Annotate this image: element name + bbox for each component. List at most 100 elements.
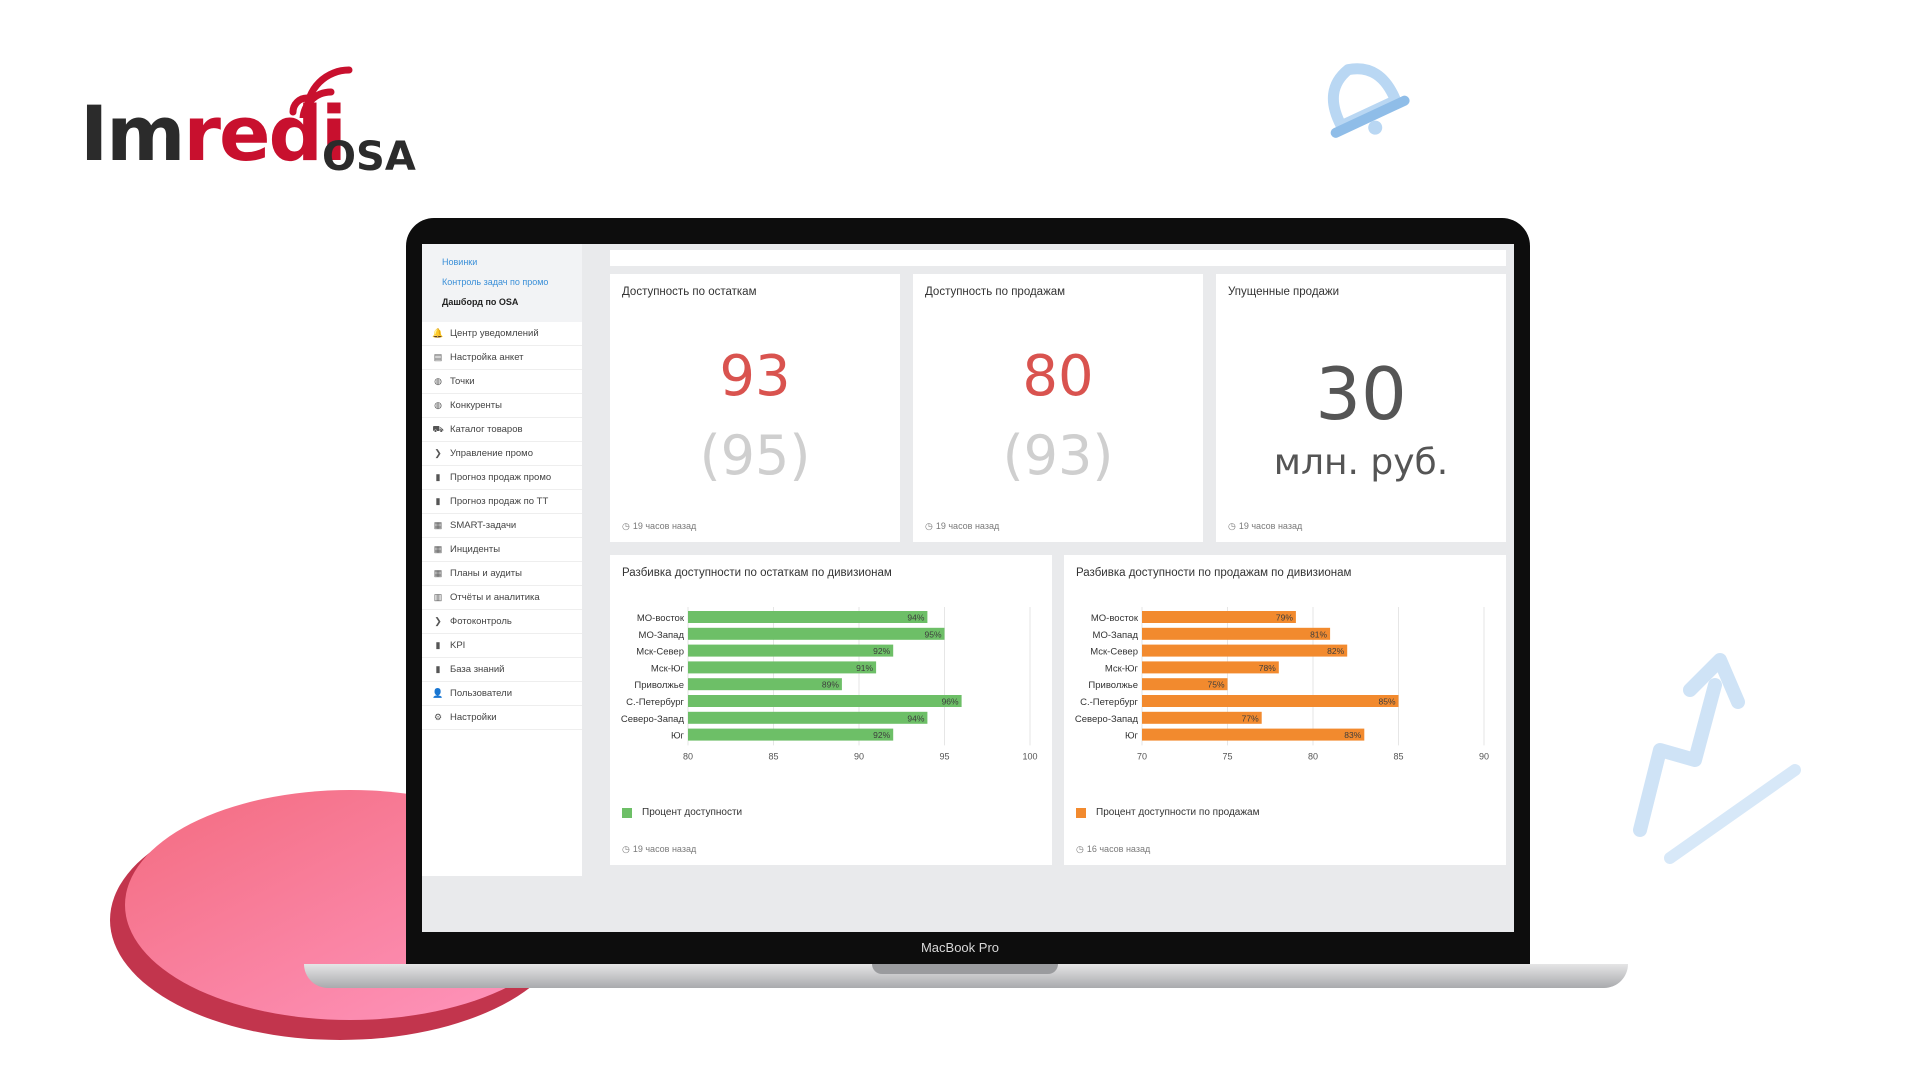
category-label: МО-Запад <box>639 630 685 641</box>
sidebar-item[interactable]: ❯ Управление промо <box>422 442 582 466</box>
logo-wordmark: Imredi <box>80 89 347 178</box>
calendar-icon: ▦ <box>433 568 443 578</box>
sidebar-item[interactable]: ⚙ Настройки <box>422 706 582 730</box>
x-tick-label: 100 <box>1022 751 1037 761</box>
bar-chart-icon: ▮ <box>435 640 441 650</box>
top-bar <box>610 250 1506 266</box>
sidebar-item[interactable]: ▮ KPI <box>422 634 582 658</box>
sidebar-item[interactable]: ⛟ Каталог товаров <box>422 418 582 442</box>
sidebar-link-promo-control[interactable]: Контроль задач по промо <box>442 277 549 287</box>
bar <box>688 728 894 741</box>
bar-data-label: 94% <box>907 713 924 723</box>
sidebar-item[interactable]: ▦ SMART-задачи <box>422 514 582 538</box>
category-label: С.-Петербург <box>1080 697 1138 708</box>
logo-suffix: OSA <box>322 134 416 180</box>
sidebar-item[interactable]: 🔔 Центр уведомлений <box>422 322 582 346</box>
sidebar-item-label: Настройка анкет <box>450 352 524 363</box>
sidebar-item[interactable]: ▤ Настройка анкет <box>422 346 582 370</box>
sidebar-item[interactable]: ◍ Конкуренты <box>422 394 582 418</box>
card-sales-availability: Доступность по продажам 80 (93) ◷ 19 часо… <box>913 274 1203 542</box>
category-label: Юг <box>1125 731 1139 742</box>
cart-icon: ⛟ <box>432 423 444 434</box>
x-tick-label: 85 <box>1393 751 1403 761</box>
sidebar-item[interactable]: ▥ Отчёты и аналитика <box>422 586 582 610</box>
sidebar-item[interactable]: ▮ Прогноз продаж промо <box>422 466 582 490</box>
sales-availability-previous: (93) <box>1002 424 1114 487</box>
sidebar-item[interactable]: 👤 Пользователи <box>422 682 582 706</box>
category-label: С.-Петербург <box>626 697 684 708</box>
chart-legend: Процент доступности по продажам <box>1076 807 1260 818</box>
signal-waves-icon <box>289 66 353 118</box>
laptop-model-label: MacBook Pro <box>920 940 1000 955</box>
sidebar-item-label: Фотоконтроль <box>450 616 512 627</box>
app-screen: Новинки Контроль задач по промо Дашборд … <box>422 244 1514 932</box>
globe-icon: ◍ <box>434 376 442 386</box>
category-label: Юг <box>671 731 685 742</box>
bar <box>1142 695 1399 707</box>
bar-data-label: 92% <box>873 646 890 656</box>
bar-data-label: 95% <box>924 629 941 639</box>
chevron-right-icon: ❯ <box>434 448 442 458</box>
x-tick-label: 80 <box>683 751 693 761</box>
bar-chart-icon: ▮ <box>435 496 441 506</box>
sidebar-item[interactable]: ▮ База знаний <box>422 658 582 682</box>
lost-sales-value: 30 <box>1315 352 1407 436</box>
sidebar-item[interactable]: ▦ Планы и аудиты <box>422 562 582 586</box>
growth-arrow-decoration-icon <box>1633 653 1801 864</box>
report-icon: ▥ <box>433 592 443 602</box>
category-label: Мск-Юг <box>1105 663 1139 674</box>
bar <box>1142 644 1348 657</box>
sidebar-item[interactable]: ▮ Прогноз продаж по ТТ <box>422 490 582 514</box>
bar-data-label: 96% <box>942 697 959 707</box>
sidebar-item[interactable]: ◍ Точки <box>422 370 582 394</box>
bell-icon: 🔔 <box>432 328 444 338</box>
card-timestamp: ◷ 19 часов назад <box>622 521 697 531</box>
bar <box>688 611 928 623</box>
sidebar-link-novinki[interactable]: Новинки <box>442 257 478 267</box>
sidebar-item-label: Планы и аудиты <box>450 568 522 579</box>
sidebar-item-label: Отчёты и аналитика <box>450 592 540 603</box>
category-label: МО-Запад <box>1093 630 1139 641</box>
x-tick-label: 70 <box>1137 751 1147 761</box>
category-label: Северо-Запад <box>621 714 685 725</box>
chart-title: Разбивка доступности по остаткам по диви… <box>622 567 892 579</box>
bar-chart-icon: ▮ <box>435 472 441 482</box>
bar-data-label: 83% <box>1344 730 1361 740</box>
sidebar-item-label: Конкуренты <box>450 400 502 411</box>
category-label: Северо-Запад <box>1075 714 1139 725</box>
sidebar-nav: 🔔 Центр уведомлений ▤ Настройка анкет ◍ Точки… <box>422 322 582 730</box>
x-tick-label: 95 <box>939 751 949 761</box>
sidebar-item-label: База знаний <box>450 664 505 675</box>
bar <box>688 695 962 707</box>
bar-data-label: 91% <box>856 663 873 673</box>
bar <box>1142 678 1228 691</box>
card-timestamp: ◷ 16 часов назад <box>1076 844 1151 854</box>
bar <box>1142 661 1279 674</box>
bar-data-label: 77% <box>1242 713 1259 723</box>
bar <box>688 711 928 724</box>
chart-title: Разбивка доступности по продажам по диви… <box>1076 567 1352 579</box>
table-icon: ▦ <box>433 544 443 554</box>
sidebar-item[interactable]: ▦ Инциденты <box>422 538 582 562</box>
user-icon: 👤 <box>432 688 444 698</box>
book-icon: ▮ <box>435 664 441 674</box>
sidebar-link-osa-dashboard[interactable]: Дашборд по OSA <box>442 297 519 307</box>
clock-icon: ◷ <box>1076 844 1084 854</box>
bar <box>1142 728 1365 741</box>
sidebar-item-label: Управление промо <box>450 448 533 459</box>
card-timestamp: ◷ 19 часов назад <box>1228 521 1303 531</box>
bar-data-label: 94% <box>907 613 924 623</box>
bar <box>688 661 877 674</box>
gear-icon: ⚙ <box>433 712 443 722</box>
stock-by-division-chart: 80 85 90 95 100 МО-восток 94% МО-Запад 95% Мск-Се… <box>621 607 1038 761</box>
sales-by-division-chart: 70 75 80 85 90 МО-восток 79% МО-Запад 81% Мск-Сев… <box>1075 607 1489 761</box>
clock-icon: ◷ <box>925 521 933 531</box>
sidebar-item-label: Центр уведомлений <box>450 328 539 339</box>
category-label: Мск-Север <box>636 647 684 658</box>
bar <box>688 627 945 640</box>
category-label: Приволжье <box>634 680 684 691</box>
sidebar-item-label: Настройки <box>450 712 497 723</box>
sidebar-item[interactable]: ❯ Фотоконтроль <box>422 610 582 634</box>
globe-icon: ◍ <box>434 400 442 410</box>
card-stock-availability: Доступность по остаткам 93 (95) ◷ 19 часо… <box>610 274 900 542</box>
